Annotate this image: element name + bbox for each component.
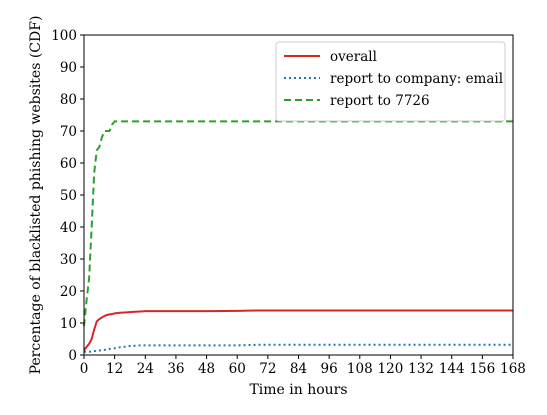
x-tick-label: 84 bbox=[290, 361, 307, 377]
series-line-report-to-company-email bbox=[84, 343, 513, 353]
y-tick-label: 20 bbox=[60, 284, 77, 300]
x-tick-label: 0 bbox=[80, 361, 89, 377]
y-tick-label: 90 bbox=[60, 60, 77, 76]
x-tick-label: 72 bbox=[259, 361, 276, 377]
ticks-layer: 0 12 24 36 48 60 72 84 96 108 120 132 144 156 16801020… bbox=[51, 28, 526, 377]
x-tick-label: 132 bbox=[408, 361, 434, 377]
x-tick-label: 60 bbox=[229, 361, 246, 377]
y-tick-label: 100 bbox=[51, 28, 77, 44]
x-tick-label: 96 bbox=[321, 361, 338, 377]
x-tick-label: 108 bbox=[347, 361, 373, 377]
x-tick-label: 12 bbox=[106, 361, 123, 377]
legend: overall report to company: email report to… bbox=[275, 41, 506, 122]
y-axis-label: Percentage of blacklisted phishing websi… bbox=[28, 16, 44, 375]
y-tick-label: 10 bbox=[60, 316, 77, 332]
plot-layer bbox=[83, 120, 513, 353]
x-axis-label: Time in hours bbox=[249, 382, 347, 398]
y-tick-label: 50 bbox=[60, 188, 77, 204]
x-tick-label: 144 bbox=[439, 361, 465, 377]
y-tick-label: 60 bbox=[60, 156, 77, 172]
legend-entry-label: report to company: email bbox=[330, 71, 503, 87]
x-tick-label: 168 bbox=[500, 361, 526, 377]
x-tick-label: 156 bbox=[469, 361, 495, 377]
legend-entry-label: overall bbox=[330, 49, 377, 65]
x-tick-label: 48 bbox=[198, 361, 215, 377]
x-tick-label: 120 bbox=[378, 361, 404, 377]
x-tick-label: 24 bbox=[137, 361, 154, 377]
x-tick-label: 36 bbox=[167, 361, 184, 377]
y-tick-label: 30 bbox=[60, 252, 77, 268]
legend-entry-label: report to 7726 bbox=[330, 93, 430, 109]
series-line-report-to-7726 bbox=[83, 120, 513, 327]
y-tick-label: 0 bbox=[68, 348, 77, 364]
y-tick-label: 40 bbox=[60, 220, 77, 236]
y-tick-label: 70 bbox=[60, 124, 77, 140]
y-tick-label: 80 bbox=[60, 92, 77, 108]
legend-box bbox=[275, 41, 506, 122]
series-line-overall bbox=[83, 309, 513, 351]
